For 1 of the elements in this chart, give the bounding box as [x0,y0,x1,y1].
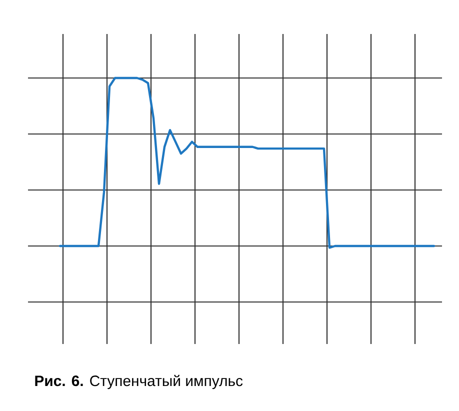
text: Рис. 6. Ступенчатый импульс [35,374,243,390]
